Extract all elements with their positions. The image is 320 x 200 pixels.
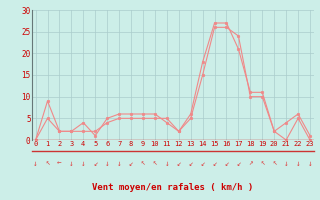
Text: ↙: ↙ <box>224 158 229 168</box>
Text: ↙: ↙ <box>93 158 98 168</box>
Text: ←: ← <box>57 158 62 168</box>
Text: ↙: ↙ <box>236 158 241 168</box>
Text: ↓: ↓ <box>105 158 109 168</box>
Text: ↖: ↖ <box>260 158 265 168</box>
Text: ↗: ↗ <box>248 158 253 168</box>
Text: ↙: ↙ <box>188 158 193 168</box>
Text: Vent moyen/en rafales ( km/h ): Vent moyen/en rafales ( km/h ) <box>92 184 253 192</box>
Text: ↓: ↓ <box>33 158 38 168</box>
Text: ↓: ↓ <box>308 158 312 168</box>
Text: ↖: ↖ <box>141 158 145 168</box>
Text: ↙: ↙ <box>176 158 181 168</box>
Text: ↖: ↖ <box>45 158 50 168</box>
Text: ↙: ↙ <box>212 158 217 168</box>
Text: ↓: ↓ <box>296 158 300 168</box>
Text: ↙: ↙ <box>129 158 133 168</box>
Text: ↓: ↓ <box>117 158 121 168</box>
Text: ↓: ↓ <box>284 158 288 168</box>
Text: ↖: ↖ <box>272 158 276 168</box>
Text: ↓: ↓ <box>69 158 74 168</box>
Text: ↓: ↓ <box>81 158 86 168</box>
Text: ↙: ↙ <box>200 158 205 168</box>
Text: ↖: ↖ <box>153 158 157 168</box>
Text: ↓: ↓ <box>164 158 169 168</box>
